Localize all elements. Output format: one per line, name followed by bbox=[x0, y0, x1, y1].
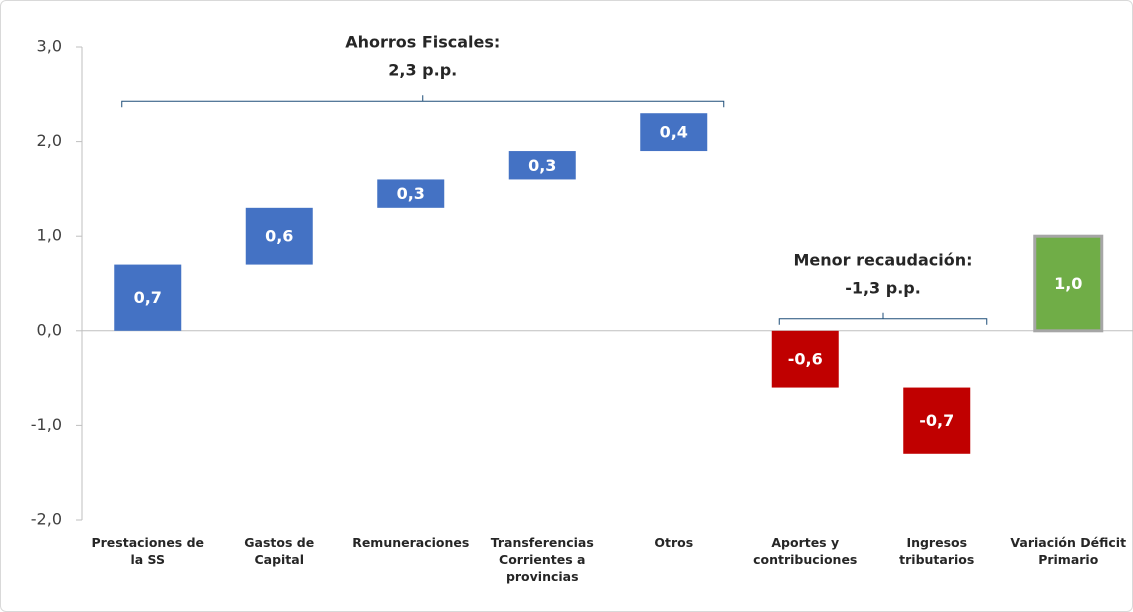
data-label: 0,7 bbox=[134, 288, 162, 307]
annotation-bracket bbox=[121, 95, 725, 108]
bar bbox=[508, 151, 576, 180]
bar bbox=[377, 179, 445, 208]
x-tick-label: Remuneraciones bbox=[352, 535, 470, 550]
bar bbox=[903, 387, 971, 454]
bar bbox=[114, 264, 182, 331]
data-label: 1,0 bbox=[1054, 274, 1082, 293]
annotation-text: Ahorros Fiscales: bbox=[345, 33, 500, 52]
y-tick-label: 1,0 bbox=[37, 226, 62, 245]
bar bbox=[640, 113, 708, 152]
data-label: 0,6 bbox=[265, 227, 293, 246]
bar bbox=[771, 330, 839, 388]
y-tick-label: -2,0 bbox=[31, 510, 62, 529]
x-tick-label: Ingresos tributarios bbox=[899, 535, 975, 567]
x-tick-label: Otros bbox=[654, 535, 694, 550]
annotation-text: -1,3 p.p. bbox=[845, 278, 921, 297]
bar bbox=[245, 207, 313, 265]
data-label: 0,3 bbox=[528, 156, 556, 175]
data-label: 0,4 bbox=[660, 123, 688, 142]
x-tick-label: Gastos de Capital bbox=[244, 535, 315, 567]
data-label: 0,3 bbox=[397, 184, 425, 203]
data-label: -0,7 bbox=[919, 411, 954, 430]
x-tick-label: Prestaciones de la SS bbox=[91, 535, 205, 567]
x-tick-label: Aportes y contribuciones bbox=[753, 535, 858, 567]
annotation-text: Menor recaudación: bbox=[793, 250, 972, 269]
x-tick-label: Variación Déficit Primario bbox=[1010, 535, 1127, 567]
y-tick-label: 0,0 bbox=[37, 320, 62, 339]
data-label: -0,6 bbox=[788, 350, 823, 369]
x-tick-label: Transferencias Corrientes a provincias bbox=[490, 535, 594, 584]
y-tick-label: 2,0 bbox=[37, 131, 62, 150]
y-tick-label: -1,0 bbox=[31, 415, 62, 434]
annotation-text: 2,3 p.p. bbox=[388, 61, 457, 80]
y-tick-label: 3,0 bbox=[37, 37, 62, 56]
bar bbox=[1033, 234, 1104, 333]
annotation-bracket bbox=[778, 312, 988, 325]
